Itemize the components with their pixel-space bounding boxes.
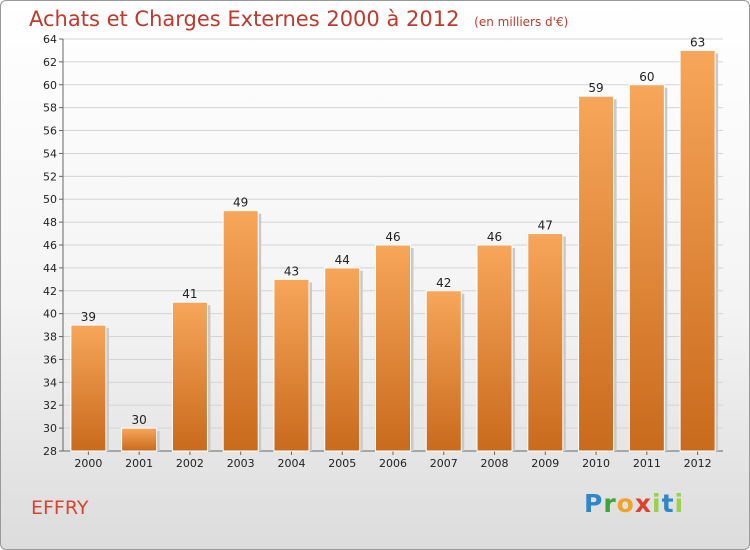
bar-2010 <box>578 95 615 452</box>
bar-2012 <box>679 49 716 452</box>
x-tick-label-2012: 2012 <box>684 457 712 470</box>
value-label-2000: 39 <box>81 310 96 324</box>
bar-2003 <box>222 210 259 452</box>
y-tick-label: 58 <box>43 102 57 115</box>
bars <box>70 49 719 452</box>
value-label-2008: 46 <box>487 230 502 244</box>
y-tick-label: 50 <box>43 193 57 206</box>
y-tick-label: 56 <box>43 125 57 138</box>
axes: 28 30 32 34 36 38 40 42 44 46 48 50 52 54 56 58 60 62 64 <box>43 33 723 458</box>
x-tick-label-2007: 2007 <box>430 457 458 470</box>
value-label-2006: 46 <box>385 230 400 244</box>
city-name: EFFRY <box>31 497 89 519</box>
bar-2011 <box>628 84 665 452</box>
x-tick-label-2003: 2003 <box>227 457 255 470</box>
value-label-2002: 41 <box>182 287 197 301</box>
y-tick-label: 54 <box>43 147 57 160</box>
value-label-2005: 44 <box>335 253 350 267</box>
y-tick-label: 48 <box>43 216 57 229</box>
bar-2000 <box>70 324 107 452</box>
proxiti-logo: Proxiti <box>584 489 685 518</box>
bar-2001 <box>121 427 158 452</box>
y-tick-label: 42 <box>43 285 57 298</box>
bar-2006 <box>374 244 412 452</box>
x-tick-label-2002: 2002 <box>176 457 204 470</box>
x-tick-label-2001: 2001 <box>125 457 153 470</box>
x-tick-label-2011: 2011 <box>633 457 661 470</box>
x-tick-label-2004: 2004 <box>277 457 305 470</box>
x-tick-label-2005: 2005 <box>328 457 356 470</box>
y-tick-label: 44 <box>43 262 57 275</box>
y-tick-label: 32 <box>43 399 57 412</box>
x-tick-label-2009: 2009 <box>531 457 559 470</box>
y-tick-label: 52 <box>43 170 57 183</box>
bar-2007 <box>425 290 462 452</box>
value-label-2007: 42 <box>436 276 451 290</box>
x-tick-label-2010: 2010 <box>582 457 610 470</box>
chart-unit: (en milliers d'€) <box>474 15 569 29</box>
value-label-2011: 60 <box>639 70 654 84</box>
y-tick-label: 60 <box>43 79 57 92</box>
bar-2009 <box>527 233 564 452</box>
bar-2008 <box>476 244 513 452</box>
value-label-2012: 63 <box>690 35 705 49</box>
labels: 39 2000 30 2001 41 2002 49 2003 43 2004 44 2005 46 20… <box>74 35 711 470</box>
y-tick-label: 46 <box>43 239 57 252</box>
chart-title: Achats et Charges Externes 2000 à 2012 (… <box>29 7 568 31</box>
x-tick-label-2000: 2000 <box>74 457 102 470</box>
y-tick-label: 28 <box>43 445 57 458</box>
y-tick-label: 38 <box>43 331 57 344</box>
chart-title-text: Achats et Charges Externes 2000 à 2012 <box>29 7 460 31</box>
value-label-2001: 30 <box>132 413 147 427</box>
y-tick-label: 36 <box>43 353 57 366</box>
y-tick-label: 62 <box>43 56 57 69</box>
y-tick-label: 64 <box>43 33 57 46</box>
value-label-2010: 59 <box>588 81 603 95</box>
value-label-2004: 43 <box>284 264 299 278</box>
x-tick-label-2006: 2006 <box>379 457 407 470</box>
y-tick-label: 30 <box>43 422 57 435</box>
value-label-2003: 49 <box>233 196 248 210</box>
bar-2005 <box>324 267 361 452</box>
y-tick-label: 40 <box>43 308 57 321</box>
x-tick-label-2008: 2008 <box>481 457 509 470</box>
value-label-2009: 47 <box>538 219 553 233</box>
bar-2002 <box>171 301 208 452</box>
y-tick-label: 34 <box>43 376 57 389</box>
bar-2004 <box>273 278 310 452</box>
